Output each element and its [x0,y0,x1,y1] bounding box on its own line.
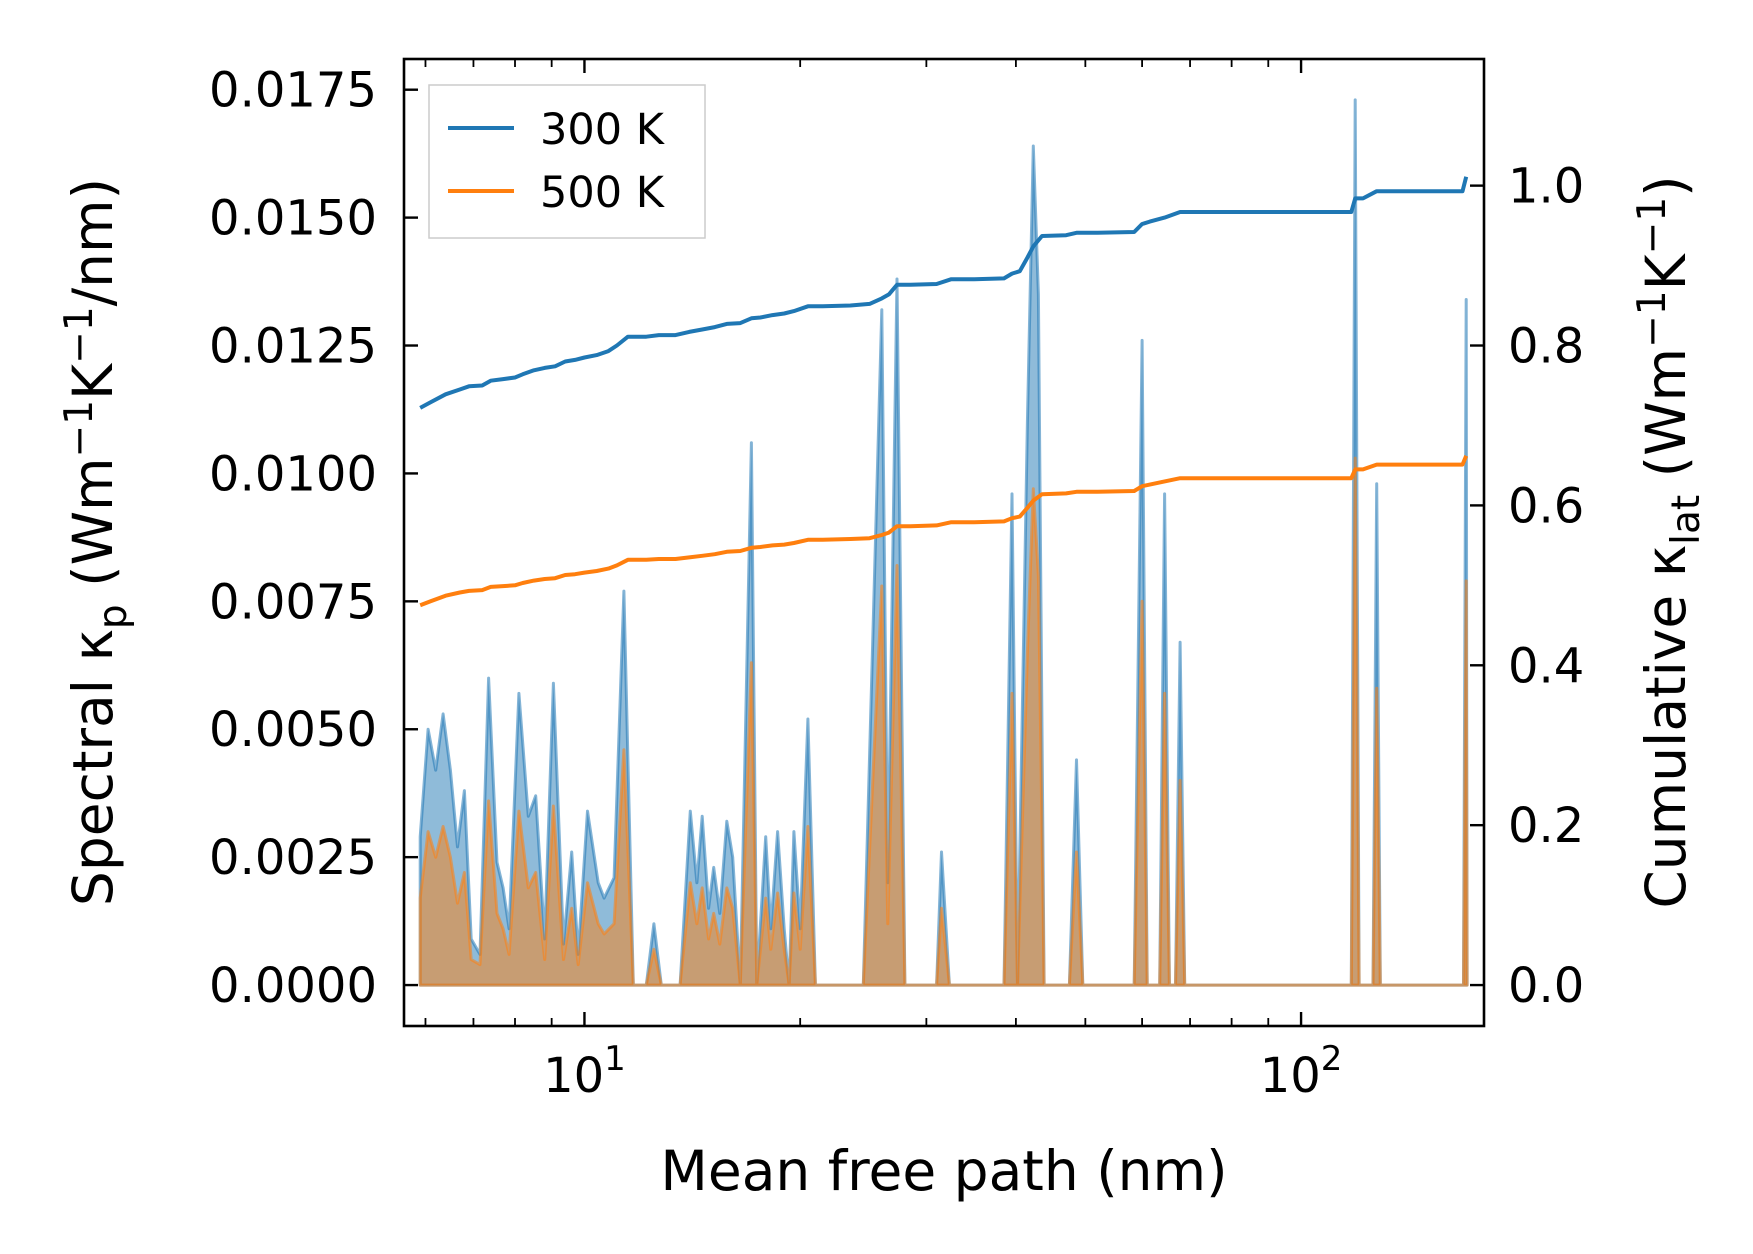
legend-label-300k: 300 K [540,105,666,155]
y-right-tick-label: 0.8 [1508,319,1584,375]
y-left-tick-label: 0.0050 [209,702,377,758]
y-axis-label-right: Cumulative κlat (Wm−1K−1) [1630,175,1709,908]
y-right-tick-label: 0.6 [1508,478,1584,534]
y-left-tick-label: 0.0025 [209,830,377,886]
y-right-tick-label: 0.0 [1508,958,1584,1014]
tick-layer: 101 1020.00000.00250.00500.00750.01000.01… [209,59,1584,1104]
y-left-tick-label: 0.0075 [209,574,377,630]
plot-frame [402,57,1486,1028]
y-left-tick-label: 0.0150 [209,191,377,247]
x-axis-label: Mean free path (nm) [660,1139,1227,1203]
cumulative-line-500k [419,455,1469,608]
y-axis-label-left: Spectral κp (Wm−1K−1/nm) [57,178,136,906]
cumulative-line-layer [419,176,1469,608]
y-left-tick-label: 0.0175 [209,63,377,119]
legend: 300 K 500 K [428,84,706,239]
y-right-tick-label: 0.4 [1508,638,1584,694]
x-tick-label: 102 [1260,1039,1343,1104]
y-left-tick-label: 0.0100 [209,446,377,502]
spectral-area-500k [418,456,1469,987]
x-tick-label: 101 [543,1039,626,1104]
y-left-tick-label: 0.0125 [209,319,377,375]
y-right-tick-label: 1.0 [1508,159,1584,215]
legend-label-500k: 500 K [540,168,666,218]
y-right-tick-label: 0.2 [1508,798,1584,854]
legend-box [428,84,706,239]
spectral-area-layer [418,98,1469,987]
y-left-tick-label: 0.0000 [209,958,377,1014]
cumulative-line-300k [419,176,1469,410]
